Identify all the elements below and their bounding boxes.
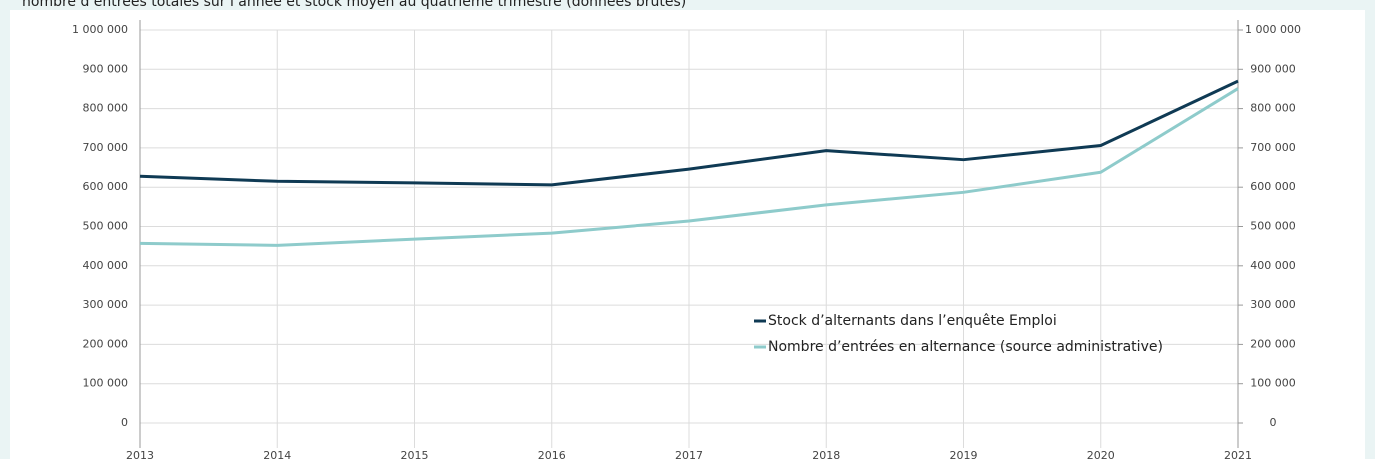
y-tick-label: 400 000 <box>83 259 129 272</box>
y-tick-label: 900 000 <box>83 62 129 75</box>
y2-tick-label: 300 000 <box>1250 298 1296 311</box>
y2-tick-label: 900 000 <box>1250 62 1296 75</box>
legend-label: Nombre d’entrées en alternance (source a… <box>768 339 1163 355</box>
y-tick-label: 700 000 <box>83 141 129 154</box>
y2-tick-label: 600 000 <box>1250 180 1296 193</box>
x-tick-label: 2016 <box>538 449 566 459</box>
y2-tick-label: 800 000 <box>1250 102 1296 115</box>
y-tick-label: 800 000 <box>83 102 129 115</box>
x-tick-label: 2015 <box>401 449 429 459</box>
y2-tick-label: 400 000 <box>1250 259 1296 272</box>
y-tick-label: 1 000 000 <box>72 23 128 36</box>
y2-tick-label: 200 000 <box>1250 337 1296 350</box>
x-tick-label: 2018 <box>812 449 840 459</box>
y-tick-label: 100 000 <box>83 377 129 390</box>
x-tick-label: 2021 <box>1224 449 1252 459</box>
y-tick-label: 600 000 <box>83 180 129 193</box>
y2-tick-label: 0 <box>1270 416 1277 429</box>
line-series <box>139 79 1239 187</box>
y-tick-label: 200 000 <box>83 337 129 350</box>
chart-background <box>10 10 1365 459</box>
y2-tick-label: 1 000 000 <box>1245 23 1301 36</box>
chart-title: nombre d’entrées totales sur l’année et … <box>22 0 686 10</box>
legend-label: Stock d’alternants dans l’enquête Emploi <box>768 313 1057 329</box>
y2-tick-label: 700 000 <box>1250 141 1296 154</box>
y-tick-label: 300 000 <box>83 298 129 311</box>
x-tick-label: 2014 <box>263 449 291 459</box>
y-tick-label: 0 <box>121 416 128 429</box>
y2-tick-label: 100 000 <box>1250 377 1296 390</box>
x-tick-label: 2019 <box>950 449 978 459</box>
x-tick-label: 2013 <box>126 449 154 459</box>
y2-tick-label: 500 000 <box>1250 220 1296 233</box>
x-tick-label: 2020 <box>1087 449 1115 459</box>
y-tick-label: 500 000 <box>83 220 129 233</box>
x-tick-label: 2017 <box>675 449 703 459</box>
line-series <box>139 87 1239 247</box>
